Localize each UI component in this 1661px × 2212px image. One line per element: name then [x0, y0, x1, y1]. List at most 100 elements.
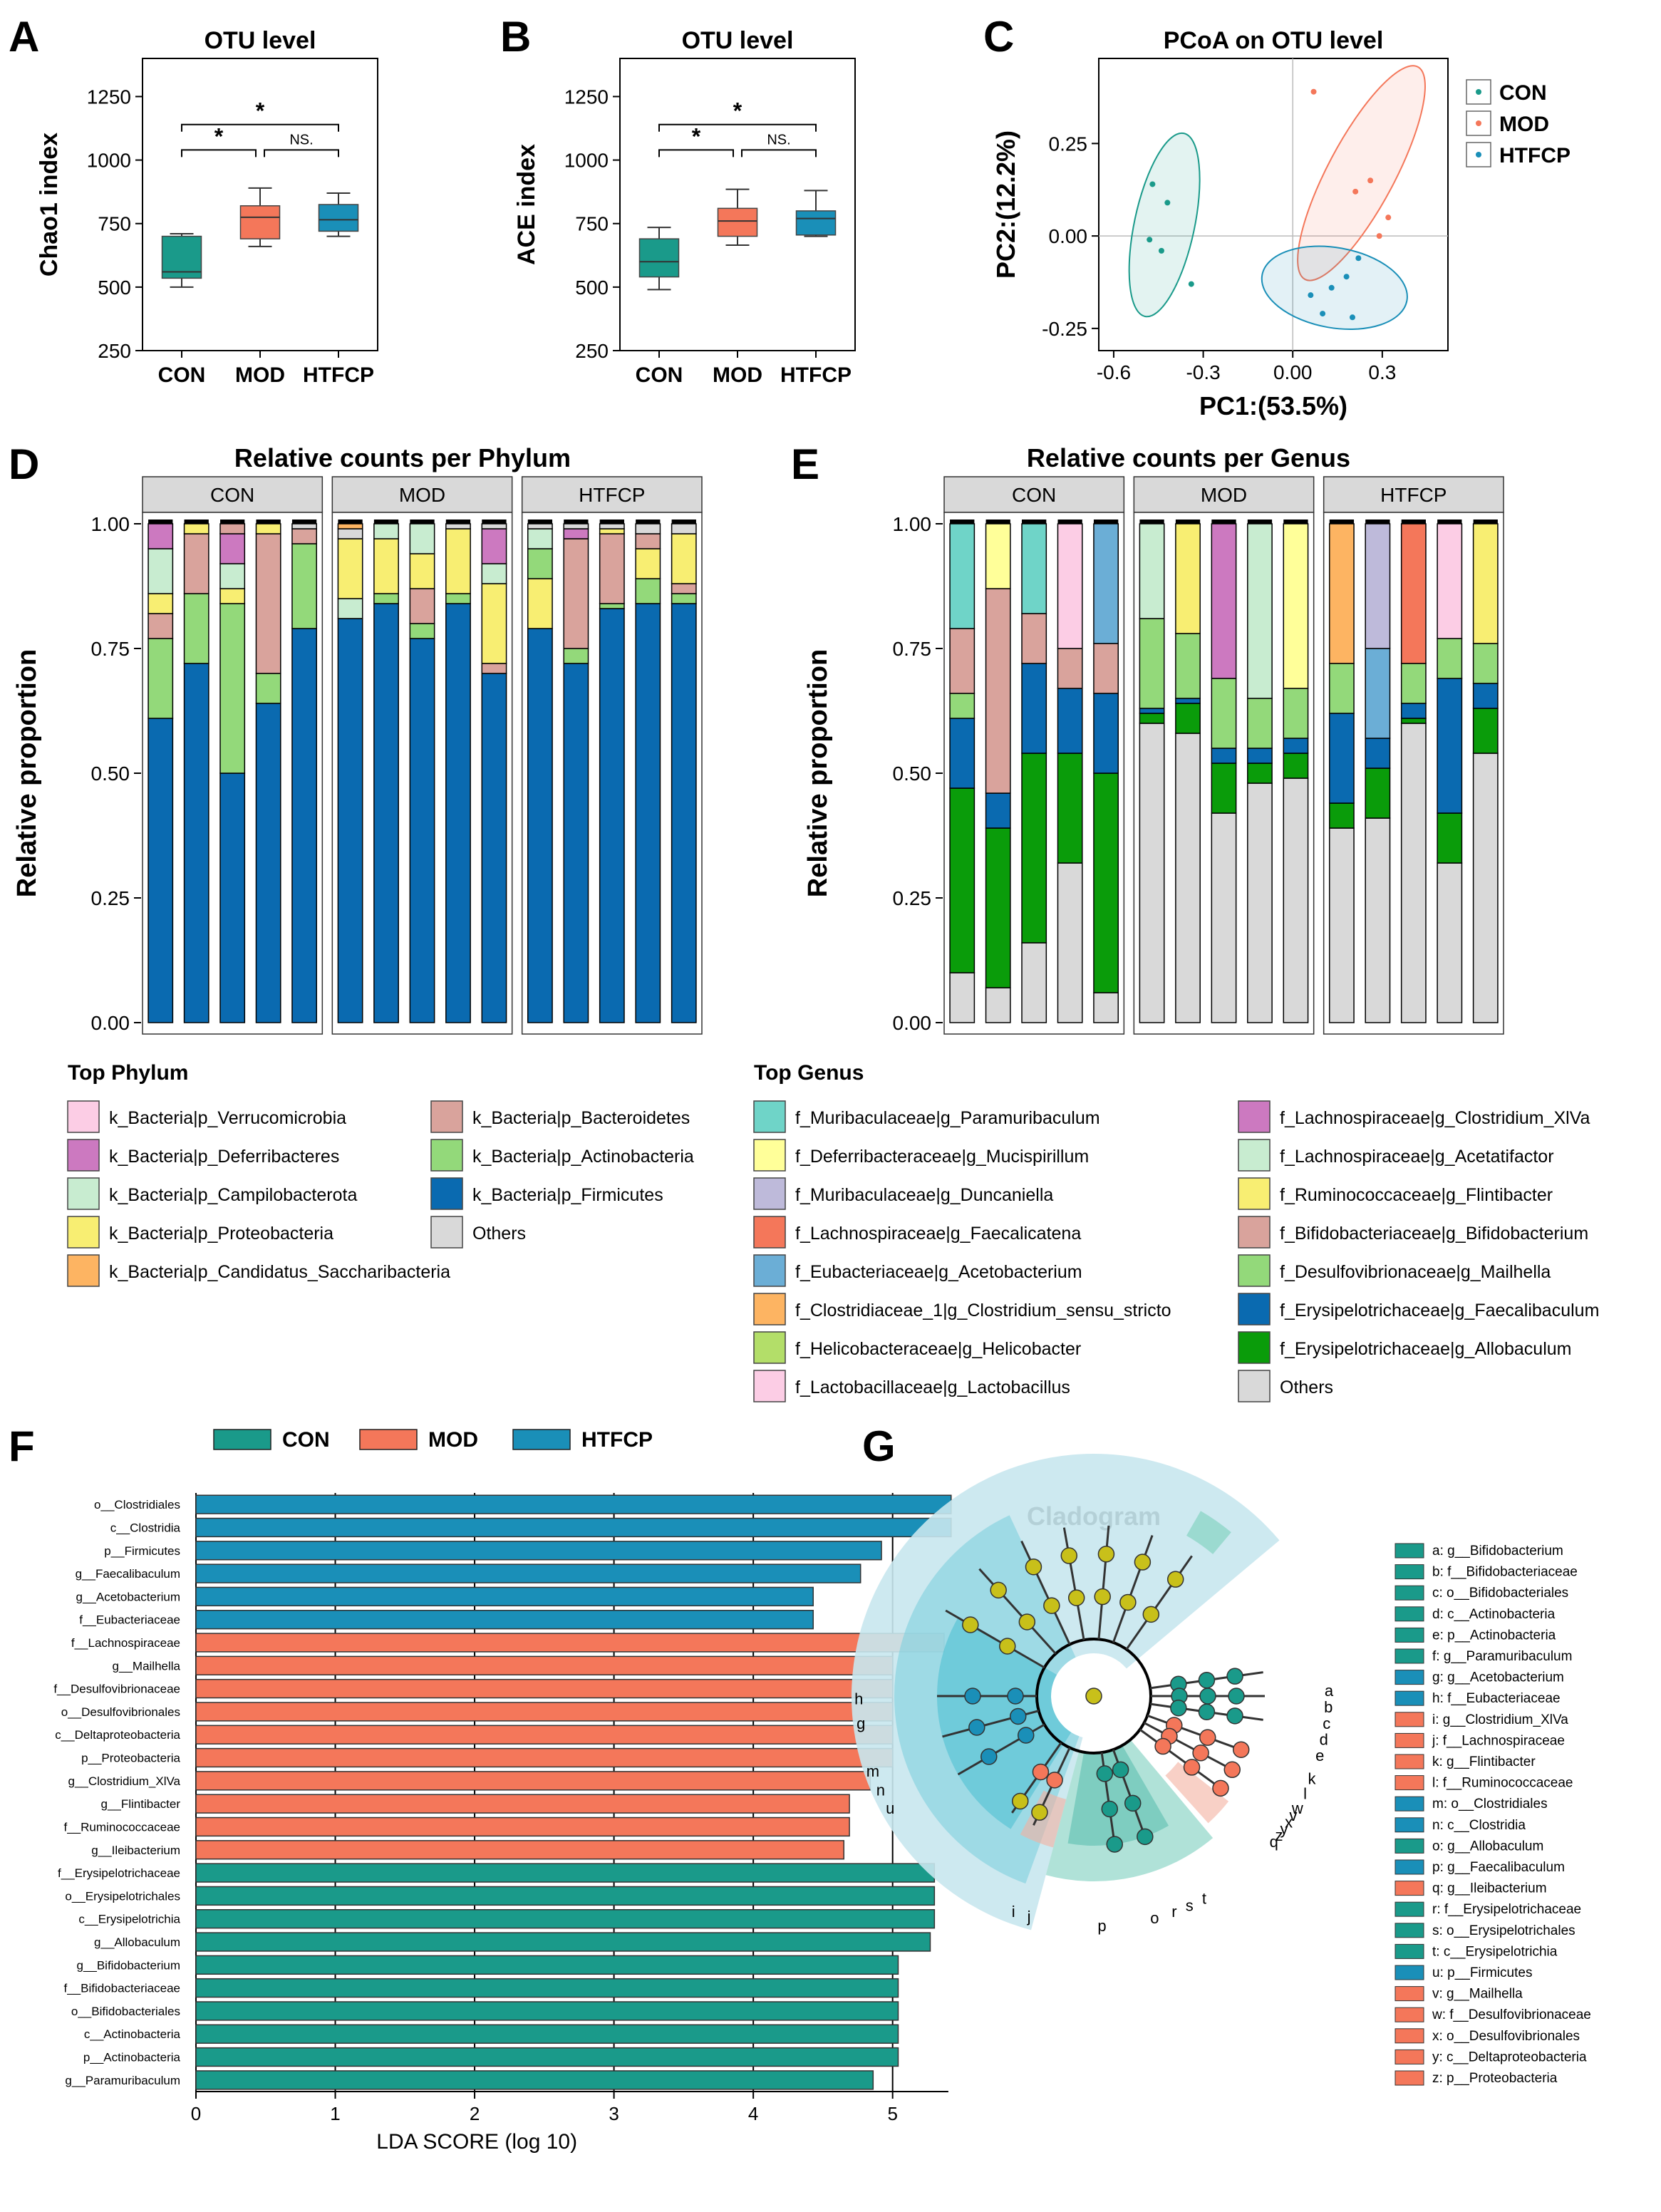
facet-strip — [943, 476, 1125, 513]
chart-title: Relative counts per Genus — [1027, 443, 1350, 472]
tree-branch — [1125, 1555, 1193, 1650]
stacked-segment — [563, 538, 589, 649]
stacked-segment — [219, 563, 246, 589]
y-tick-label: 0.25 — [893, 887, 932, 909]
stacked-segment — [1211, 748, 1237, 764]
tree-node-htfcp — [964, 1688, 981, 1705]
stacked-segment — [599, 608, 625, 1023]
tree-branch — [1062, 1527, 1085, 1640]
clade-node-letter: l — [1303, 1785, 1307, 1803]
stacked-segment — [563, 523, 589, 529]
stacked-segment-minor — [1473, 520, 1498, 524]
legend-swatch — [430, 1100, 463, 1133]
facet-strip-label: CON — [210, 484, 254, 506]
legend-swatch — [67, 1139, 100, 1172]
x-tick-label: 3 — [609, 2103, 619, 2124]
legend-label: f_Deferribacteraceae|g_Mucispirillum — [795, 1147, 1089, 1167]
legend-swatch — [67, 1177, 100, 1210]
stacked-segment — [1139, 618, 1165, 709]
y-tick-label: 0.50 — [893, 763, 932, 785]
stacked-segment-minor — [1175, 520, 1201, 524]
clade-node-letter: o — [1150, 1909, 1159, 1927]
stacked-segment-minor — [445, 520, 471, 524]
legend-key-con — [213, 1429, 271, 1450]
lda-bar — [195, 1840, 844, 1860]
lda-bar — [195, 1932, 931, 1952]
panel-label-e: E — [791, 440, 819, 488]
tree-node — [962, 1616, 979, 1633]
lda-bar-label: g__Faecalibaculum — [76, 1567, 180, 1581]
legend-swatch — [753, 1216, 786, 1249]
stacked-segment-minor — [564, 520, 589, 524]
legend-label: e: p__Actinobacteria — [1432, 1628, 1556, 1643]
legend-label: n: c__Clostridia — [1432, 1818, 1526, 1833]
legend-label: f_Helicobacteraceae|g_Helicobacter — [795, 1339, 1081, 1359]
legend-swatch-htfcp — [1394, 1670, 1424, 1685]
legend-title: Top Genus — [754, 1061, 864, 1085]
y-tick-label: 0.00 — [1049, 225, 1088, 247]
significance-bracket — [181, 149, 257, 157]
stacked-segment — [1021, 523, 1047, 614]
significance-label: * — [214, 123, 224, 149]
stacked-segment — [1283, 753, 1309, 779]
y-axis-label: Relative proportion — [12, 649, 42, 897]
legend-label: s: o__Erysipelotrichales — [1432, 1923, 1575, 1938]
significance-bracket — [264, 149, 339, 157]
stacked-segment-minor — [599, 520, 624, 524]
legend-genus: Top Genus f_Muribaculaceae|g_Paramuribacu… — [753, 1061, 1599, 1402]
facet-mod: MOD — [1133, 476, 1315, 1035]
chart-title: PCoA on OTU level — [1164, 27, 1384, 54]
lda-bar — [195, 1633, 945, 1653]
tree-node — [1043, 1597, 1060, 1614]
clade-node-letter: x — [1285, 1814, 1293, 1831]
stacked-segment — [671, 523, 697, 534]
tree-node-mod — [1046, 1772, 1063, 1789]
tree-node — [1067, 1589, 1085, 1606]
lda-bar-label: f__Bifidobacteriaceae — [63, 1982, 180, 1995]
lda-bar — [195, 1771, 871, 1791]
y-tick-label: 1.00 — [893, 513, 932, 535]
stacked-segment — [1328, 802, 1355, 829]
lda-bar — [195, 2070, 874, 2090]
stacked-segment — [635, 603, 661, 1023]
point-mod — [1385, 215, 1392, 221]
legend-dot-htfcp — [1476, 152, 1481, 157]
lda-bar — [195, 2024, 899, 2044]
stacked-segment — [985, 827, 1011, 988]
lda-bar — [195, 1816, 850, 1837]
box-htfcp — [318, 204, 359, 232]
stacked-segment-minor — [671, 520, 696, 524]
legend-label: m: o__Clostridiales — [1432, 1797, 1548, 1812]
tree-branch — [1147, 1714, 1248, 1754]
stacked-segment — [1283, 738, 1309, 754]
clade-node-letter: p — [1097, 1917, 1106, 1935]
legend-swatch-con — [1394, 1838, 1424, 1854]
stacked-segment — [445, 603, 471, 1023]
clade-node-letter: h — [854, 1690, 863, 1708]
stacked-segment-minor — [1437, 520, 1462, 524]
facet-strip-label: MOD — [1201, 484, 1247, 506]
legend-swatch-mod — [1394, 2049, 1424, 2064]
legend-swatch-con — [1394, 1901, 1424, 1917]
stacked-segment — [337, 523, 363, 529]
x-tick-label: 0.3 — [1368, 361, 1396, 383]
stacked-segment — [1365, 738, 1391, 769]
lda-bar — [195, 1678, 894, 1699]
point-con — [1188, 281, 1194, 287]
stacked-segment — [445, 523, 471, 529]
legend-swatch — [67, 1216, 100, 1249]
stacked-segment — [1283, 523, 1309, 689]
lda-bar — [195, 1863, 936, 1883]
legend-label-con: CON — [282, 1428, 330, 1452]
legend-label-con: CON — [1499, 81, 1547, 105]
x-tick-label: 1 — [330, 2103, 340, 2124]
stacked-segment — [1021, 613, 1047, 664]
tree-node-con — [1170, 1699, 1187, 1717]
legend-swatch-mod — [1394, 1732, 1424, 1748]
lda-bar-label: g__Mailhella — [113, 1659, 181, 1673]
lda-bar — [195, 1725, 894, 1745]
stacked-segment — [1400, 723, 1427, 1023]
facet-strip — [1323, 476, 1504, 513]
tree-node-htfcp — [1009, 1707, 1027, 1725]
significance-label: * — [733, 98, 742, 124]
